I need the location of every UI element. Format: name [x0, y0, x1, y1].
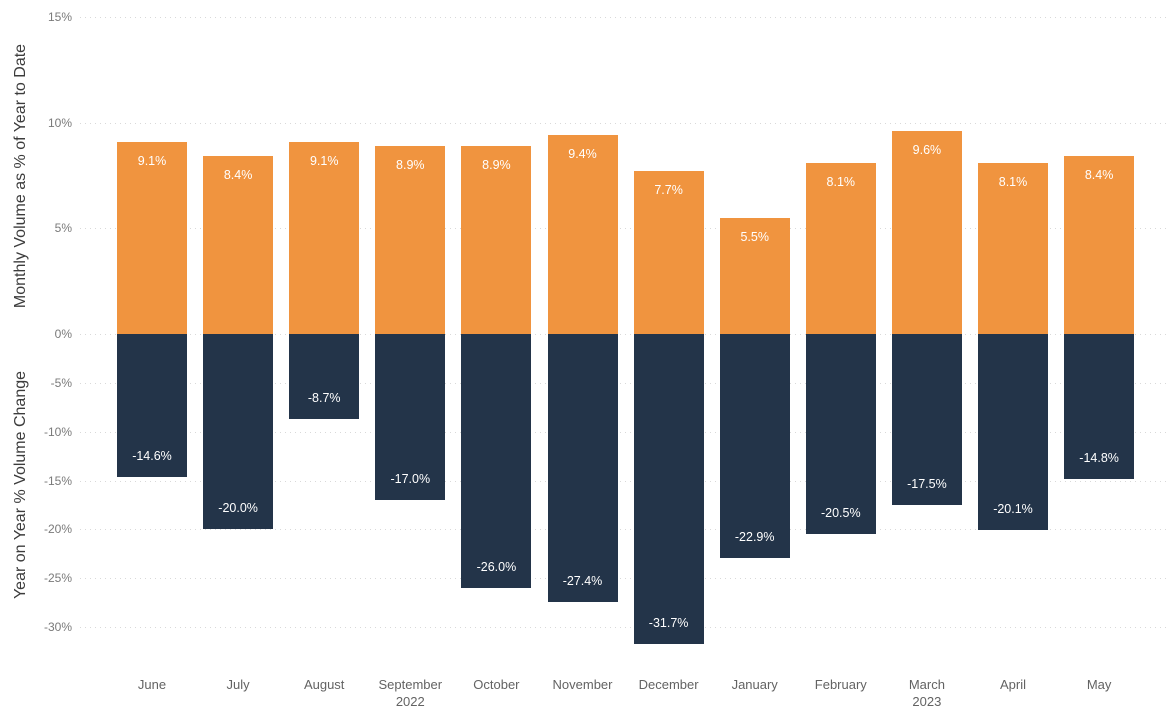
bar-value-label-negative: -17.0% — [390, 472, 431, 487]
x-axis-category-month: June — [137, 677, 167, 692]
bar-value-label-negative: -20.5% — [820, 506, 861, 521]
x-axis-category: March 2023 — [867, 676, 987, 710]
bar-positive — [805, 162, 876, 334]
bar-positive — [978, 162, 1048, 334]
bar-value-label-positive: 9.4% — [568, 147, 597, 162]
x-axis-category: September 2022 — [350, 676, 470, 710]
x-axis-category-year: 2023 — [912, 694, 942, 709]
x-axis-category-month: January — [731, 677, 778, 692]
x-axis-category-month: October — [473, 677, 520, 692]
y-axis-tick: 10% — [47, 115, 72, 130]
x-axis-category-year: 2022 — [395, 694, 425, 709]
x-axis-category: April — [953, 676, 1073, 693]
bar-value-label-negative: -31.7% — [648, 615, 689, 630]
bar-value-label-positive: 9.1% — [309, 153, 339, 168]
gridline — [80, 17, 1166, 18]
gridline — [80, 529, 1166, 531]
gridline — [80, 382, 1166, 384]
y-axis-tick: -30% — [43, 620, 72, 635]
x-axis-category-month: December — [638, 677, 699, 692]
x-axis-category: June — [92, 676, 212, 693]
bar-value-label-negative: -14.8% — [1079, 450, 1119, 465]
y-axis-tick: 15% — [47, 10, 72, 24]
y-axis-tick: 5% — [54, 221, 72, 236]
bar-value-label-positive: 7.7% — [654, 183, 683, 198]
bar-negative — [117, 334, 187, 477]
y-axis-tick: -20% — [43, 522, 72, 537]
y-axis-title-top: Monthly Volume as % of Year to Date — [12, 43, 29, 308]
bar-value-label-positive: 8.1% — [826, 174, 856, 189]
bar-value-label-positive: 8.4% — [1084, 168, 1114, 183]
y-axis-tick: 0% — [54, 327, 72, 341]
bar-value-label-positive: 8.9% — [396, 157, 425, 172]
y-axis-tick: -15% — [43, 473, 72, 488]
bar-value-label-negative: -20.1% — [993, 502, 1033, 517]
bar-positive — [633, 171, 704, 334]
bar-negative — [289, 334, 360, 419]
bar-value-label-positive: 5.5% — [740, 229, 769, 244]
y-axis-tick: -5% — [50, 375, 72, 390]
x-axis-category-month: April — [999, 677, 1026, 692]
bar-negative — [719, 334, 790, 558]
x-axis-category-month: September — [378, 677, 443, 692]
x-axis-category: May — [1039, 676, 1159, 693]
bar-negative — [805, 334, 876, 535]
bar-value-label-negative: -8.7% — [307, 390, 341, 405]
bar-value-label-negative: -27.4% — [562, 573, 603, 588]
x-axis-category: August — [264, 676, 384, 693]
bar-positive — [117, 141, 187, 334]
bar-positive — [547, 135, 618, 334]
x-axis-category-month: May — [1086, 677, 1112, 692]
gridline — [80, 627, 1166, 629]
bar-value-label-negative: -17.5% — [907, 476, 947, 491]
gridline — [80, 228, 1166, 230]
y-axis-tick: -25% — [43, 571, 72, 586]
y-axis-tick: -10% — [43, 424, 72, 439]
bar-negative — [1064, 334, 1135, 479]
x-axis-category: October — [436, 676, 556, 693]
gridline — [80, 122, 1166, 124]
x-axis-category-month: July — [226, 677, 250, 692]
bar-negative — [461, 334, 532, 589]
bar-positive — [203, 156, 274, 334]
gridline — [80, 431, 1166, 433]
x-axis-category: December — [609, 676, 729, 693]
bar-positive — [891, 131, 962, 334]
bar-negative — [375, 334, 446, 501]
bar-negative — [891, 334, 962, 505]
bar-value-label-negative: -26.0% — [476, 560, 517, 575]
bar-value-label-positive: 8.4% — [223, 168, 253, 183]
bar-negative — [978, 334, 1048, 531]
x-axis-category-month: August — [303, 677, 345, 692]
bar-positive — [375, 145, 446, 334]
gridline — [80, 334, 1166, 335]
bar-positive — [1064, 156, 1135, 334]
x-axis-category-month: February — [814, 677, 867, 692]
bar-positive — [461, 145, 532, 334]
bar-positive — [719, 217, 790, 334]
bar-negative — [633, 334, 704, 644]
bar-positive — [289, 141, 360, 334]
bar-value-label-negative: -14.6% — [132, 448, 172, 463]
bar-value-label-positive: 9.1% — [137, 153, 167, 168]
bar-value-label-negative: -22.9% — [734, 529, 775, 544]
x-axis-category-month: March — [908, 677, 945, 692]
gridline — [80, 578, 1166, 580]
x-axis-category: July — [178, 676, 298, 693]
gridline — [80, 480, 1166, 482]
x-axis-category: November — [523, 676, 643, 693]
bar-value-label-positive: 8.9% — [482, 157, 511, 172]
bar-value-label-positive: 9.6% — [912, 143, 942, 158]
x-axis-category-month: November — [552, 677, 613, 692]
bar-negative — [203, 334, 274, 530]
bar-value-label-positive: 8.1% — [998, 174, 1028, 189]
bar-value-label-negative: -20.0% — [218, 501, 258, 516]
x-axis-category: January — [695, 676, 815, 693]
x-axis-category: February — [781, 676, 901, 693]
bar-negative — [547, 334, 618, 602]
